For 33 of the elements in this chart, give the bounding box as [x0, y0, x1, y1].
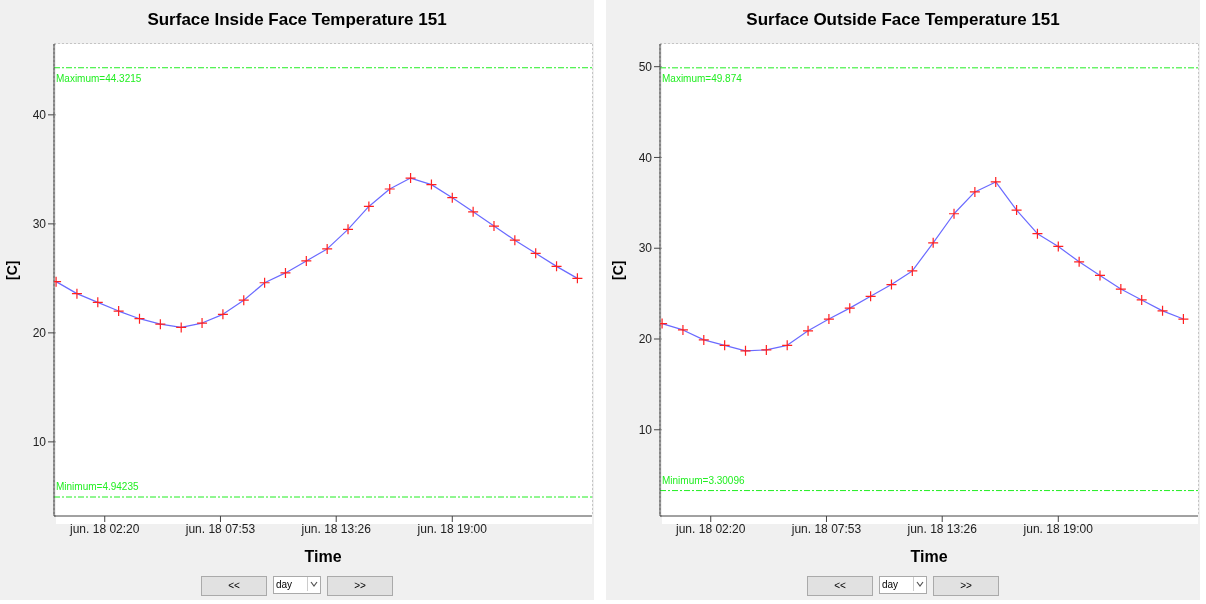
ref-line-label: Maximum=49.874 — [662, 72, 743, 84]
y-tick-label: 40 — [638, 150, 653, 165]
x-tick-label: jun. 18 19:00 — [1022, 521, 1094, 536]
x-tick-label: jun. 18 13:26 — [906, 521, 978, 536]
x-axis-title: Time — [910, 548, 948, 565]
y-tick-label: 30 — [638, 241, 653, 256]
chart-title: Surface Inside Face Temperature 151 — [146, 9, 448, 31]
y-tick-label: 20 — [32, 326, 47, 341]
forward-button: >> — [933, 576, 999, 596]
y-tick-label: 20 — [638, 332, 653, 347]
ref-line-label: Minimum=4.94235 — [56, 481, 139, 493]
y-tick-label: 50 — [638, 59, 653, 74]
y-tick-label: 10 — [32, 435, 47, 450]
y-tick-label: 10 — [638, 423, 653, 438]
back-button: << — [201, 576, 267, 596]
period-dropdown: day — [273, 576, 321, 594]
x-tick-label: jun. 18 19:00 — [416, 521, 488, 536]
x-tick-label: jun. 18 13:26 — [300, 521, 372, 536]
x-tick-label: jun. 18 07:53 — [184, 521, 256, 536]
forward-button: >> — [327, 576, 393, 596]
x-tick-label: jun. 18 02:20 — [675, 521, 746, 536]
y-axis-title: [C] — [609, 260, 626, 280]
ref-line-label: Maximum=44.3215 — [56, 72, 142, 84]
ref-line-label: Minimum=3.30096 — [662, 474, 745, 486]
period-dropdown: day — [879, 576, 927, 594]
x-tick-label: jun. 18 07:53 — [790, 521, 862, 536]
back-button: << — [807, 576, 873, 596]
chart-title: Surface Outside Face Temperature 151 — [745, 9, 1061, 31]
y-axis-title: [C] — [3, 260, 20, 280]
x-axis-title: Time — [304, 548, 342, 565]
x-tick-label: jun. 18 02:20 — [69, 521, 140, 536]
y-tick-label: 40 — [32, 108, 47, 123]
y-tick-label: 30 — [32, 217, 47, 232]
